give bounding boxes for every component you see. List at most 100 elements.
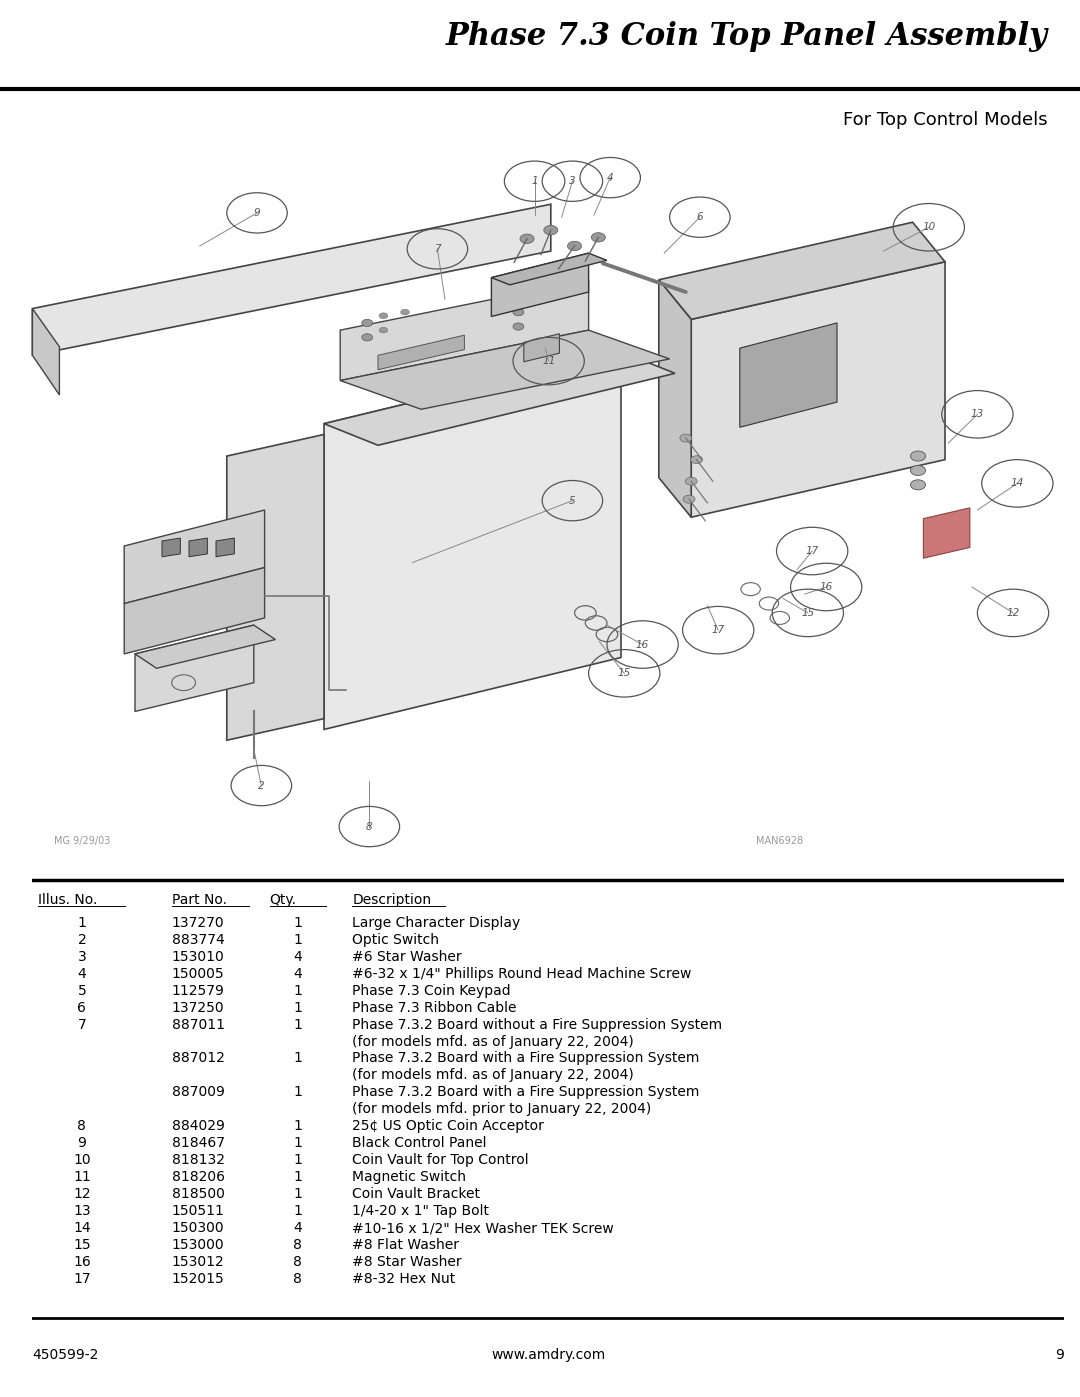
Text: 16: 16 [636, 640, 649, 650]
Text: 4: 4 [293, 950, 301, 964]
Text: 4: 4 [293, 967, 301, 981]
Text: Large Character Display: Large Character Display [352, 915, 521, 929]
Polygon shape [189, 538, 207, 557]
Text: 1: 1 [293, 1171, 302, 1185]
Polygon shape [124, 510, 265, 604]
Text: For Top Control Models: For Top Control Models [843, 112, 1048, 129]
Polygon shape [340, 330, 670, 409]
Circle shape [401, 309, 409, 316]
Circle shape [910, 451, 926, 461]
Text: 1: 1 [293, 1085, 302, 1099]
Text: 1/4-20 x 1" Tap Bolt: 1/4-20 x 1" Tap Bolt [352, 1204, 489, 1218]
Text: #8 Star Washer: #8 Star Washer [352, 1256, 462, 1270]
Text: 3: 3 [78, 950, 86, 964]
Polygon shape [324, 352, 621, 729]
Text: 16: 16 [820, 583, 833, 592]
Text: 112579: 112579 [172, 983, 225, 997]
Circle shape [686, 478, 698, 485]
Text: 11: 11 [542, 356, 555, 366]
Polygon shape [340, 279, 589, 380]
Text: 887011: 887011 [172, 1017, 225, 1031]
Text: 16: 16 [73, 1256, 91, 1270]
Text: www.amdry.com: www.amdry.com [491, 1348, 605, 1362]
Text: 7: 7 [78, 1017, 86, 1031]
Text: 1: 1 [293, 933, 302, 947]
Text: Description: Description [352, 893, 431, 907]
Text: 1: 1 [293, 1017, 302, 1031]
Circle shape [362, 334, 373, 341]
Polygon shape [32, 309, 59, 395]
Text: 14: 14 [73, 1221, 91, 1235]
Text: 15: 15 [618, 668, 631, 679]
Circle shape [568, 242, 582, 250]
Polygon shape [524, 334, 559, 362]
Polygon shape [691, 261, 945, 517]
Polygon shape [659, 279, 691, 517]
Circle shape [910, 465, 926, 475]
Polygon shape [227, 434, 324, 740]
Text: Qty.: Qty. [270, 893, 297, 907]
Text: 8: 8 [293, 1273, 302, 1287]
Text: 4: 4 [607, 173, 613, 183]
Text: Magnetic Switch: Magnetic Switch [352, 1171, 467, 1185]
Text: 8: 8 [78, 1119, 86, 1133]
Text: 14: 14 [1011, 478, 1024, 489]
Text: 883774: 883774 [172, 933, 225, 947]
Text: 153010: 153010 [172, 950, 225, 964]
Text: 5: 5 [569, 496, 576, 506]
Text: (for models mfd. as of January 22, 2004): (for models mfd. as of January 22, 2004) [352, 1035, 634, 1049]
Text: Phase 7.3 Coin Keypad: Phase 7.3 Coin Keypad [352, 983, 511, 997]
Polygon shape [124, 567, 265, 654]
Text: 818132: 818132 [172, 1154, 225, 1168]
Text: 13: 13 [971, 409, 984, 419]
Circle shape [910, 479, 926, 490]
Text: 818467: 818467 [172, 1136, 225, 1151]
Circle shape [379, 313, 388, 319]
Text: 2: 2 [78, 933, 86, 947]
Text: 8: 8 [366, 821, 373, 831]
Text: 4: 4 [293, 1221, 301, 1235]
Text: 9: 9 [78, 1136, 86, 1151]
Text: 12: 12 [73, 1187, 91, 1201]
Text: 25¢ US Optic Coin Acceptor: 25¢ US Optic Coin Acceptor [352, 1119, 544, 1133]
Text: Optic Switch: Optic Switch [352, 933, 440, 947]
Polygon shape [659, 222, 945, 320]
Text: Illus. No.: Illus. No. [38, 893, 97, 907]
Text: (for models mfd. as of January 22, 2004): (for models mfd. as of January 22, 2004) [352, 1069, 634, 1083]
Polygon shape [491, 253, 607, 285]
Polygon shape [135, 624, 275, 668]
Polygon shape [378, 335, 464, 370]
Text: 450599‑2: 450599‑2 [32, 1348, 98, 1362]
Text: 153000: 153000 [172, 1238, 225, 1252]
Text: 15: 15 [73, 1238, 91, 1252]
Polygon shape [32, 204, 551, 355]
Text: 12: 12 [1007, 608, 1020, 617]
Text: (for models mfd. prior to January 22, 2004): (for models mfd. prior to January 22, 20… [352, 1102, 651, 1116]
Text: 8: 8 [293, 1238, 302, 1252]
Polygon shape [324, 352, 675, 446]
Circle shape [680, 434, 692, 441]
Text: 887009: 887009 [172, 1085, 225, 1099]
Text: Phase 7.3 Ribbon Cable: Phase 7.3 Ribbon Cable [352, 1000, 516, 1014]
Text: 1: 1 [293, 1204, 302, 1218]
Text: 1: 1 [78, 915, 86, 929]
Text: 818206: 818206 [172, 1171, 225, 1185]
Text: Coin Vault for Top Control: Coin Vault for Top Control [352, 1154, 529, 1168]
Circle shape [521, 235, 534, 243]
Text: 1: 1 [293, 1052, 302, 1066]
Polygon shape [135, 624, 254, 711]
Text: 137250: 137250 [172, 1000, 225, 1014]
Text: #6 Star Washer: #6 Star Washer [352, 950, 462, 964]
Circle shape [513, 323, 524, 330]
Text: 1: 1 [293, 915, 302, 929]
Polygon shape [216, 538, 234, 557]
Text: 818500: 818500 [172, 1187, 225, 1201]
Text: 6: 6 [78, 1000, 86, 1014]
Polygon shape [491, 253, 589, 317]
Text: 10: 10 [73, 1154, 91, 1168]
Text: 13: 13 [73, 1204, 91, 1218]
Text: Phase 7.3.2 Board without a Fire Suppression System: Phase 7.3.2 Board without a Fire Suppres… [352, 1017, 723, 1031]
Circle shape [362, 320, 373, 327]
Circle shape [691, 455, 703, 464]
Text: 4: 4 [78, 967, 86, 981]
